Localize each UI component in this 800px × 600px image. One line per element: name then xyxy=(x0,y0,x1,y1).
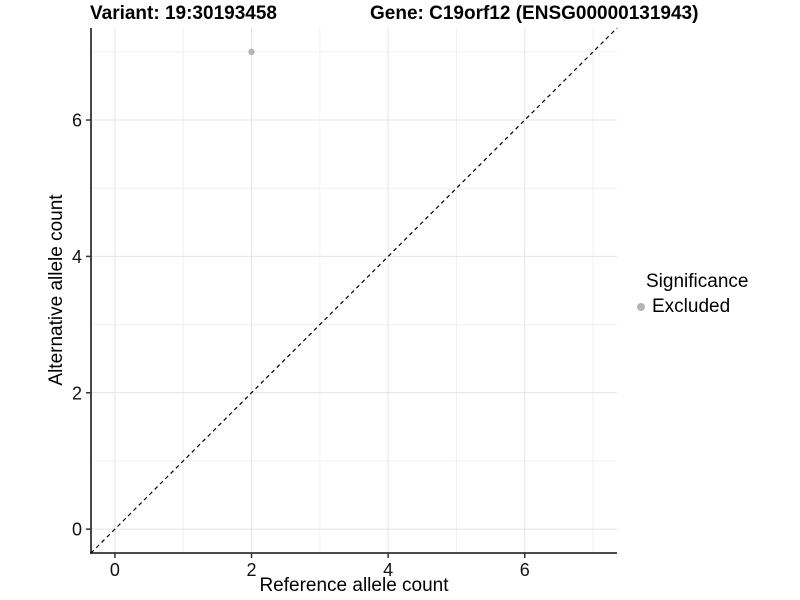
x-tick-label: 2 xyxy=(247,560,257,580)
x-tick-label: 0 xyxy=(110,560,120,580)
legend-item-excluded: Excluded xyxy=(630,296,748,318)
legend-title: Significance xyxy=(646,271,749,292)
gene-title: Gene: C19orf12 (ENSG00000131943) xyxy=(370,3,699,24)
y-tick-label: 4 xyxy=(72,247,82,267)
plot-title: Variant: 19:30193458 Gene: C19orf12 (ENS… xyxy=(0,2,800,26)
y-tick-label: 0 xyxy=(72,520,82,540)
legend-item-label: Excluded xyxy=(652,295,731,317)
x-axis-title: Reference allele count xyxy=(259,575,449,596)
y-tick-label: 6 xyxy=(72,111,82,131)
legend-point-swatch xyxy=(637,302,645,311)
x-tick-label: 4 xyxy=(383,560,393,580)
y-axis-title: Alternative allele count xyxy=(46,194,67,386)
variant-title: Variant: 19:30193458 xyxy=(90,3,277,24)
y-tick-label: 2 xyxy=(72,383,82,403)
legend: Significance Excluded xyxy=(630,271,748,318)
identity-dashed-line xyxy=(90,27,618,554)
data-point[interactable] xyxy=(248,48,255,56)
x-tick-label: 6 xyxy=(520,560,530,580)
